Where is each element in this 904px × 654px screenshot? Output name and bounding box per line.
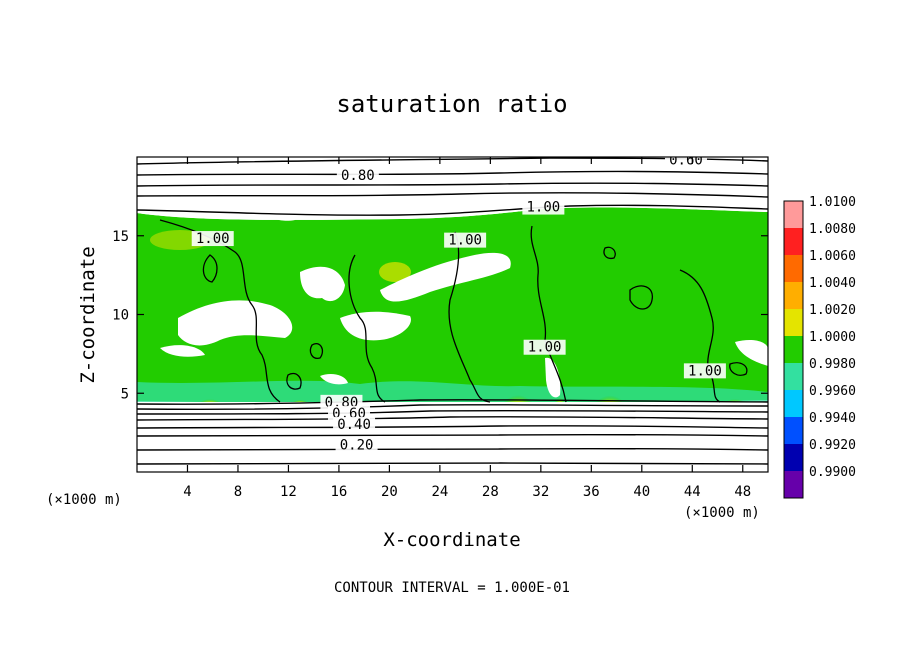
contour-label-halo bbox=[523, 339, 566, 355]
x-tick-label: 12 bbox=[280, 484, 297, 500]
contour-label-halo bbox=[664, 157, 707, 168]
x-unit-right: (×1000 m) bbox=[684, 505, 760, 521]
x-unit-left: (×1000 m) bbox=[46, 492, 122, 508]
contour-label: 0.40 bbox=[337, 417, 371, 433]
colorbar-label: 1.0020 bbox=[809, 303, 856, 318]
x-tick-label: 4 bbox=[183, 484, 191, 500]
colorbar-label: 0.9900 bbox=[809, 465, 856, 480]
contour-label: 1.00 bbox=[688, 363, 722, 379]
colorbar-frame bbox=[783, 200, 804, 499]
contour-labels: 0.600.801.001.00 1.001.001.000.800.600.40… bbox=[191, 152, 726, 453]
y-axis-label: Z-coordinate bbox=[77, 246, 99, 383]
contour-label-halo bbox=[191, 231, 234, 247]
colorbar-label: 1.0100 bbox=[809, 195, 856, 210]
colorbar-swatch bbox=[784, 471, 803, 498]
contour-label-halo bbox=[444, 232, 487, 248]
contour-label: 1.00 bbox=[448, 233, 482, 249]
x-tick-label: 16 bbox=[330, 484, 347, 500]
colorbar-label: 1.0060 bbox=[809, 249, 856, 264]
contour-label-halo bbox=[336, 168, 379, 184]
colorbar-swatch bbox=[784, 309, 803, 336]
contour-lines-lower bbox=[137, 399, 768, 465]
x-tick-label: 28 bbox=[482, 484, 499, 500]
colorbar-label: 1.0080 bbox=[809, 222, 856, 237]
colorbar-label: 0.9940 bbox=[809, 411, 856, 426]
x-tick-label: 48 bbox=[734, 484, 751, 500]
contour-lines-upper bbox=[137, 157, 768, 216]
contour-label-halo bbox=[522, 199, 565, 215]
x-tick-label: 24 bbox=[431, 484, 448, 500]
colorbar-swatch bbox=[784, 255, 803, 282]
colorbar-label: 1.0040 bbox=[809, 276, 856, 291]
contour-label-halo bbox=[683, 363, 726, 379]
y-axis: 5 10 15 bbox=[112, 229, 768, 402]
colorbar-swatch bbox=[784, 390, 803, 417]
contour-label: 1.00 bbox=[528, 340, 562, 356]
x-axis-label: X-coordinate bbox=[383, 529, 520, 551]
colorbar-label: 0.9920 bbox=[809, 438, 856, 453]
contour-label-halo bbox=[333, 416, 376, 432]
x-tick-label: 32 bbox=[532, 484, 549, 500]
x-tick-label: 20 bbox=[381, 484, 398, 500]
contour-label: 0.60 bbox=[669, 152, 703, 168]
x-tick-label: 44 bbox=[684, 484, 701, 500]
y-tick-label: 15 bbox=[112, 229, 129, 245]
x-axis: 4 8 12 16 20 24 28 32 36 40 44 48 bbox=[183, 157, 751, 500]
saturated-field bbox=[137, 207, 768, 403]
y-tick-label: 5 bbox=[121, 386, 129, 402]
colorbar-swatch bbox=[784, 336, 803, 363]
contour-label: 1.00 bbox=[196, 231, 230, 247]
x-tick-label: 40 bbox=[633, 484, 650, 500]
colorbar-swatch bbox=[784, 201, 803, 228]
colorbar-swatch bbox=[784, 444, 803, 471]
contour-label: 1.00 bbox=[527, 200, 561, 216]
colorbar-label: 0.9960 bbox=[809, 384, 856, 399]
x-tick-label: 36 bbox=[583, 484, 600, 500]
supersaturation-patch bbox=[379, 262, 411, 282]
colorbar-swatch bbox=[784, 282, 803, 309]
colorbar-swatch bbox=[784, 228, 803, 255]
colorbar-label: 0.9980 bbox=[809, 357, 856, 372]
contour-label: 0.20 bbox=[340, 437, 374, 453]
chart-title: saturation ratio bbox=[336, 90, 567, 118]
colorbar-label: 1.0000 bbox=[809, 330, 856, 345]
colorbar-swatch bbox=[784, 363, 803, 390]
plot-area: 0.600.801.001.00 1.001.001.000.800.600.40… bbox=[137, 152, 768, 472]
x-tick-label: 8 bbox=[234, 484, 242, 500]
contour-label-halo bbox=[335, 437, 378, 453]
y-tick-label: 10 bbox=[112, 308, 129, 324]
contour-interval-note: CONTOUR INTERVAL = 1.000E-01 bbox=[334, 580, 570, 596]
contour-label: 0.80 bbox=[341, 168, 375, 184]
colorbar-swatch bbox=[784, 417, 803, 444]
colorbar: 1.0100 1.0080 1.0060 1.0040 1.0020 1.0000 0.99… bbox=[783, 195, 856, 499]
